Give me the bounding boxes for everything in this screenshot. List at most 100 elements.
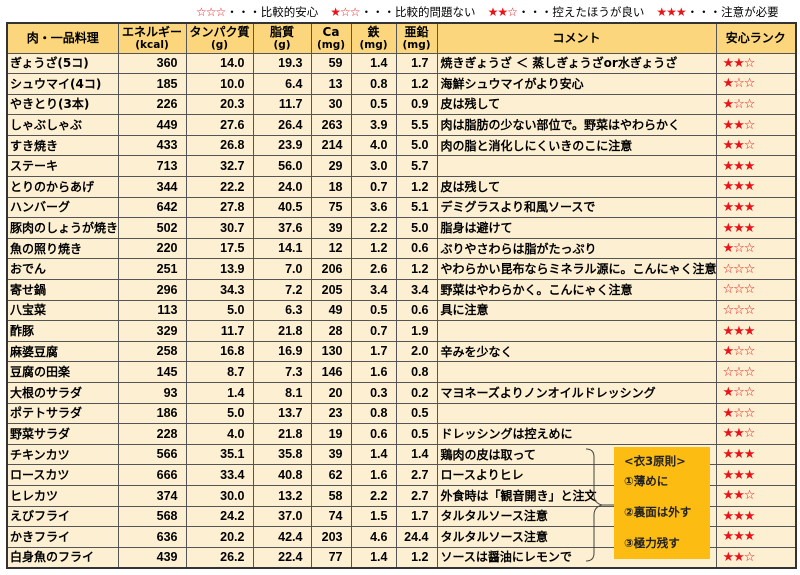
fat-value: 11.7 bbox=[252, 93, 312, 116]
comment-text: 脂身は避けて bbox=[436, 217, 717, 239]
rank-stars: ☆☆☆ bbox=[715, 299, 797, 322]
comment-text: 野菜はやわらかく。こんにゃく注意 bbox=[436, 279, 717, 301]
energy-value: 568 bbox=[117, 505, 187, 528]
table-body: ぎょうざ(5コ) 360 14.0 19.3 59 1.4 1.7 焼きぎょうざ ＜ 蒸しぎょ… bbox=[6, 52, 797, 569]
protein-value: 22.2 bbox=[185, 176, 254, 198]
dish-name: ポテトサラダ bbox=[6, 402, 119, 425]
table-row: しゃぶしゃぶ 449 27.6 26.4 263 3.9 5.5 肉は脂肪の少ない部位で。野菜… bbox=[6, 114, 797, 136]
comment-text: 肉の脂と消化しにくいきのこに注意 bbox=[436, 134, 717, 157]
comment-text: 辛みを少なく bbox=[436, 340, 717, 363]
energy-value: 344 bbox=[117, 176, 187, 198]
batter-principles-box: <衣3原則> ①薄めに ②裏面は外す ③極力残す bbox=[614, 447, 710, 559]
protein-value: 30.7 bbox=[185, 217, 254, 239]
comment-text: ドレッシングは控えめに bbox=[436, 423, 717, 445]
protein-value: 20.2 bbox=[185, 526, 254, 548]
protein-value: 13.9 bbox=[185, 258, 254, 281]
zinc-value: 5.7 bbox=[395, 155, 438, 178]
table-row: すき焼き 433 26.8 23.9 214 4.0 5.0 肉の脂と消化しにくいきのこに注意… bbox=[6, 134, 797, 157]
rank-stars: ☆☆☆ bbox=[715, 361, 797, 383]
calcium-value: 49 bbox=[310, 299, 352, 322]
table-row: ぎょうざ(5コ) 360 14.0 19.3 59 1.4 1.7 焼きぎょうざ ＜ 蒸しぎょ… bbox=[6, 52, 797, 75]
energy-value: 502 bbox=[117, 217, 187, 239]
energy-value: 566 bbox=[117, 443, 187, 466]
iron-value: 0.5 bbox=[350, 299, 397, 322]
dish-name: ステーキ bbox=[6, 155, 119, 178]
star-icon: ★★★ bbox=[722, 199, 756, 215]
calcium-value: 263 bbox=[310, 114, 352, 136]
legend-item-2: ★☆☆ ・・・比較的問題ない bbox=[330, 4, 475, 20]
rank-legend: ☆☆☆ ・・・比較的安心 ★☆☆ ・・・比較的問題ない ★★☆ ・・・控えたほう… bbox=[196, 3, 796, 21]
dish-name: しゃぶしゃぶ bbox=[6, 114, 119, 136]
fat-value: 21.8 bbox=[252, 320, 312, 342]
fat-value: 24.0 bbox=[252, 176, 312, 198]
iron-value: 1.6 bbox=[350, 464, 397, 486]
iron-value: 0.8 bbox=[350, 402, 397, 425]
iron-value: 3.6 bbox=[350, 196, 397, 219]
zinc-value: 1.2 bbox=[395, 258, 438, 281]
fat-value: 7.3 bbox=[252, 361, 312, 383]
dish-name: 野菜サラダ bbox=[6, 423, 119, 445]
star-icon: ★★☆ bbox=[722, 138, 756, 154]
header-fe-label: 鉄 bbox=[367, 25, 380, 39]
fat-value: 37.0 bbox=[252, 505, 312, 528]
rank-stars: ★★★ bbox=[715, 155, 797, 178]
energy-value: 93 bbox=[117, 382, 187, 404]
table-row: 野菜サラダ 228 4.0 21.8 19 0.6 0.5 ドレッシングは控えめに ★★☆ bbox=[6, 423, 797, 445]
dish-name: やきとり(3本) bbox=[6, 93, 119, 116]
legend-item-3: ★★☆ ・・・控えたほうが良い bbox=[488, 4, 645, 20]
fat-value: 13.7 bbox=[252, 402, 312, 425]
rank-stars: ★★☆ bbox=[715, 423, 797, 445]
star-icon: ★★★ bbox=[722, 323, 756, 339]
fat-value: 6.4 bbox=[252, 73, 312, 95]
header-zn: 亜鉛 (mg) bbox=[395, 22, 438, 54]
calcium-value: 20 bbox=[310, 382, 352, 404]
energy-value: 433 bbox=[117, 134, 187, 157]
header-energy-label: エネルギー bbox=[121, 25, 182, 39]
star-icon: ☆☆☆ bbox=[722, 261, 756, 277]
fat-value: 21.8 bbox=[252, 423, 312, 445]
protein-value: 32.7 bbox=[185, 155, 254, 178]
table-row: 酢豚 329 11.7 21.8 28 0.7 1.9 ★★★ bbox=[6, 320, 797, 342]
iron-value: 1.4 bbox=[350, 546, 397, 569]
fat-value: 14.1 bbox=[252, 237, 312, 260]
star-icon: ☆☆☆ bbox=[722, 282, 756, 298]
zinc-value: 0.2 bbox=[395, 382, 438, 404]
energy-value: 226 bbox=[117, 93, 187, 116]
protein-value: 10.0 bbox=[185, 73, 254, 95]
legend-label: ・・・控えたほうが良い bbox=[517, 5, 645, 19]
zinc-value: 1.2 bbox=[395, 176, 438, 198]
fat-value: 23.9 bbox=[252, 134, 312, 157]
calcium-value: 146 bbox=[310, 361, 352, 383]
zinc-value: 1.9 bbox=[395, 320, 438, 342]
iron-value: 1.2 bbox=[350, 237, 397, 260]
calcium-value: 74 bbox=[310, 505, 352, 528]
protein-value: 16.8 bbox=[185, 340, 254, 363]
dish-name: えびフライ bbox=[6, 505, 119, 528]
calcium-value: 29 bbox=[310, 155, 352, 178]
star-icon: ★★★ bbox=[656, 5, 686, 19]
dish-name: チキンカツ bbox=[6, 443, 119, 466]
energy-value: 145 bbox=[117, 361, 187, 383]
iron-value: 1.4 bbox=[350, 52, 397, 75]
star-icon: ★★☆ bbox=[722, 426, 756, 442]
protein-value: 33.4 bbox=[185, 464, 254, 486]
legend-label: ・・・注意が必要 bbox=[686, 5, 779, 19]
energy-value: 449 bbox=[117, 114, 187, 136]
star-icon: ★★☆ bbox=[722, 55, 756, 71]
legend-item-1: ☆☆☆ ・・・比較的安心 bbox=[196, 4, 318, 20]
header-ca: Ca (mg) bbox=[310, 22, 352, 54]
star-icon: ★☆☆ bbox=[722, 96, 756, 112]
header-rank: 安心ランク bbox=[715, 22, 797, 54]
zinc-value: 0.5 bbox=[395, 402, 438, 425]
fat-value: 42.4 bbox=[252, 526, 312, 548]
zinc-value: 1.7 bbox=[395, 505, 438, 528]
zinc-value: 24.4 bbox=[395, 526, 438, 548]
star-icon: ☆☆☆ bbox=[196, 5, 226, 19]
iron-value: 1.6 bbox=[350, 361, 397, 383]
calcium-value: 214 bbox=[310, 134, 352, 157]
iron-value: 0.5 bbox=[350, 93, 397, 116]
calcium-value: 62 bbox=[310, 464, 352, 486]
iron-value: 4.0 bbox=[350, 134, 397, 157]
energy-value: 360 bbox=[117, 52, 187, 75]
zinc-value: 3.4 bbox=[395, 279, 438, 301]
